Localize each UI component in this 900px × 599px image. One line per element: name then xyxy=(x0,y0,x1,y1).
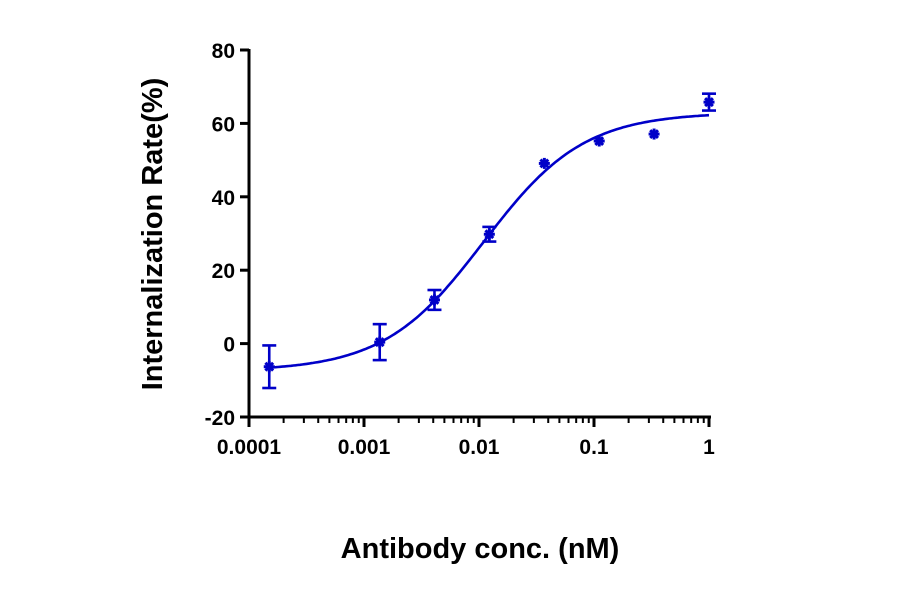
y-tick-label: 80 xyxy=(212,40,235,63)
x-tick-label: 0.01 xyxy=(459,436,500,459)
point-marker xyxy=(374,337,385,348)
y-tick-label: -20 xyxy=(205,407,235,430)
data-point xyxy=(538,157,550,169)
data-point xyxy=(372,322,387,362)
data-point xyxy=(648,128,660,140)
data-point xyxy=(702,92,716,112)
point-marker xyxy=(594,136,605,146)
x-tick-label: 0.1 xyxy=(579,436,609,459)
y-tick-label: 60 xyxy=(212,113,235,136)
point-marker xyxy=(649,129,660,139)
y-axis-label: Internalization Rate(%) xyxy=(137,78,169,391)
data-point xyxy=(262,344,277,390)
x-tick-label: 0.0001 xyxy=(217,436,282,459)
axes: -20 0 20 40 60 80 0.0001 0.001 0.01 0.1 1 xyxy=(205,40,716,459)
x-tick-label: 0.001 xyxy=(338,436,391,459)
x-axis-label: Antibody conc. (nM) xyxy=(341,533,620,565)
x-tick-label: 1 xyxy=(703,436,715,459)
data-point xyxy=(427,288,442,312)
point-marker xyxy=(704,97,714,108)
data-marks xyxy=(262,92,716,390)
y-tick-label: 40 xyxy=(212,187,235,210)
point-marker xyxy=(484,229,495,240)
data-point xyxy=(482,225,497,243)
y-tick-label: 20 xyxy=(212,260,235,283)
point-marker xyxy=(264,361,275,372)
data-point xyxy=(593,135,605,147)
point-marker xyxy=(429,294,440,305)
point-marker xyxy=(539,158,550,169)
y-tick-label: 0 xyxy=(223,334,235,357)
